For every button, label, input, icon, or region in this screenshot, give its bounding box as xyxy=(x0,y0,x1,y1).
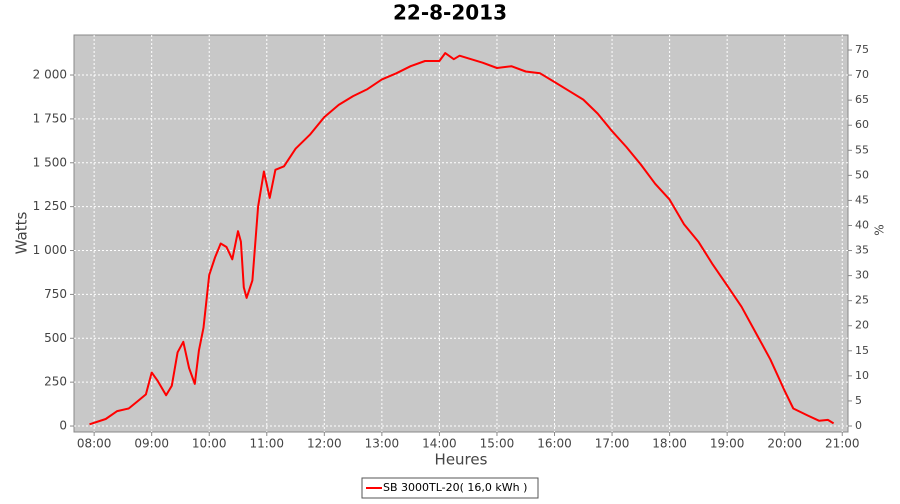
x-tick-label: 13:00 xyxy=(365,437,400,451)
x-tick-label: 11:00 xyxy=(249,437,284,451)
y2-tick-label: 5 xyxy=(855,394,862,407)
y2-tick-label: 55 xyxy=(855,143,869,156)
x-tick-label: 08:00 xyxy=(77,437,112,451)
y-tick-label: 1 500 xyxy=(33,155,67,169)
y2-tick-label: 75 xyxy=(855,43,869,56)
y-tick-label: 0 xyxy=(59,419,67,433)
y2-tick-label: 50 xyxy=(855,168,869,181)
y2-tick-label: 70 xyxy=(855,68,869,81)
x-tick-label: 20:00 xyxy=(767,437,802,451)
y2-tick-label: 40 xyxy=(855,218,869,231)
y-tick-label: 1 250 xyxy=(33,199,67,213)
y2-tick-label: 45 xyxy=(855,193,869,206)
x-tick-label: 18:00 xyxy=(652,437,687,451)
y2-tick-label: 10 xyxy=(855,369,869,382)
y-tick-label: 250 xyxy=(44,375,67,389)
x-tick-label: 09:00 xyxy=(134,437,169,451)
y-tick-label: 2 000 xyxy=(33,68,67,82)
y2-tick-label: 60 xyxy=(855,118,869,131)
legend: SB 3000TL-20( 16,0 kWh ) xyxy=(361,477,539,499)
y2-tick-label: 25 xyxy=(855,294,869,307)
legend-box xyxy=(361,477,539,499)
x-tick-label: 15:00 xyxy=(480,437,515,451)
y-tick-label: 750 xyxy=(44,287,67,301)
y2-tick-label: 20 xyxy=(855,319,869,332)
x-tick-label: 10:00 xyxy=(192,437,227,451)
x-axis-label: Heures xyxy=(435,451,488,469)
x-tick-label: 21:00 xyxy=(825,437,860,451)
x-tick-label: 19:00 xyxy=(710,437,745,451)
y-axis-label: Watts xyxy=(13,212,31,255)
y2-tick-label: 35 xyxy=(855,244,869,257)
plot-area xyxy=(73,34,849,433)
y2-tick-label: 65 xyxy=(855,93,869,106)
x-tick-label: 14:00 xyxy=(422,437,457,451)
legend-label: SB 3000TL-20( 16,0 kWh ) xyxy=(383,481,527,494)
chart-title: 22-8-2013 xyxy=(393,1,507,25)
y2-tick-label: 30 xyxy=(855,269,869,282)
y2-tick-label: 0 xyxy=(855,419,862,432)
x-tick-label: 17:00 xyxy=(595,437,630,451)
y-tick-label: 1 750 xyxy=(33,111,67,125)
x-tick-label: 16:00 xyxy=(537,437,572,451)
x-tick-label: 12:00 xyxy=(307,437,342,451)
y-tick-label: 500 xyxy=(44,331,67,345)
series-line xyxy=(89,52,835,426)
y-tick-label: 1 000 xyxy=(33,243,67,257)
y2-axis-label: % xyxy=(873,224,887,235)
y2-tick-label: 15 xyxy=(855,344,869,357)
